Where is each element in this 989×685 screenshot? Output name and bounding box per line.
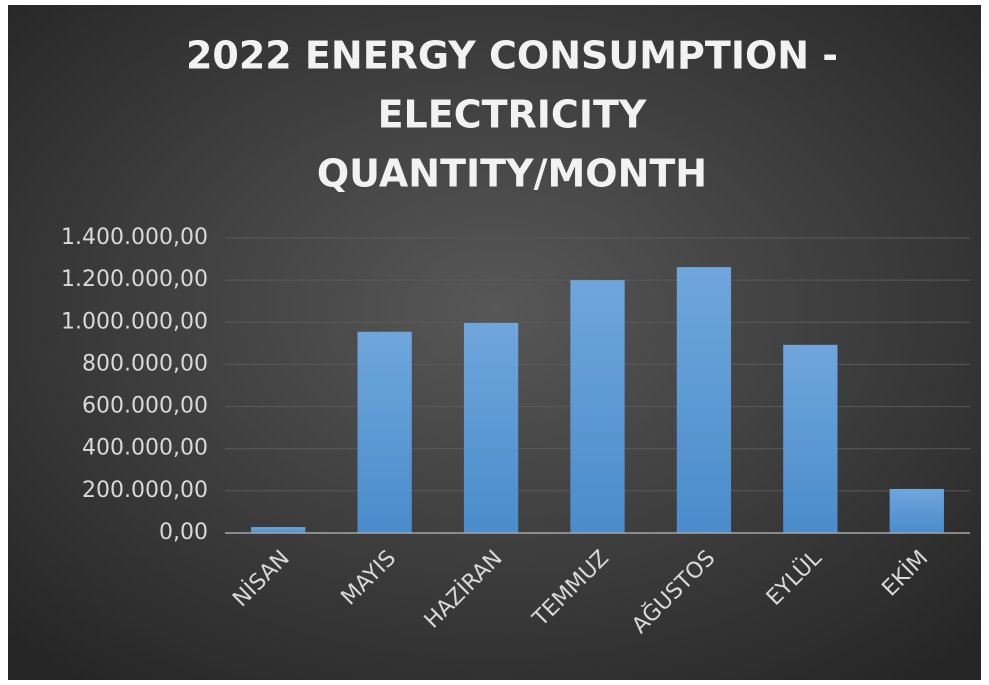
- y-tick-label: 1.000.000,00: [61, 309, 208, 334]
- bar: [889, 488, 944, 533]
- bar: [783, 344, 838, 533]
- y-tick-label: 800.000,00: [82, 351, 208, 376]
- y-tick-label: 0,00: [159, 520, 208, 545]
- bar: [463, 322, 519, 533]
- y-tick-label: 400.000,00: [82, 436, 208, 461]
- bar: [676, 267, 732, 533]
- y-tick-label: 1.200.000,00: [61, 267, 208, 292]
- bar: [357, 331, 412, 533]
- y-tick-label: 200.000,00: [82, 478, 208, 503]
- y-tick-label: 600.000,00: [82, 394, 208, 419]
- bar: [251, 527, 306, 533]
- chart-title: QUANTITY/MONTH: [317, 152, 707, 196]
- chart-title: 2022 ENERGY CONSUMPTION -: [186, 34, 838, 78]
- chart-title: ELECTRICITY: [378, 93, 647, 137]
- bar: [570, 280, 625, 533]
- y-tick-label: 1.400.000,00: [61, 225, 208, 250]
